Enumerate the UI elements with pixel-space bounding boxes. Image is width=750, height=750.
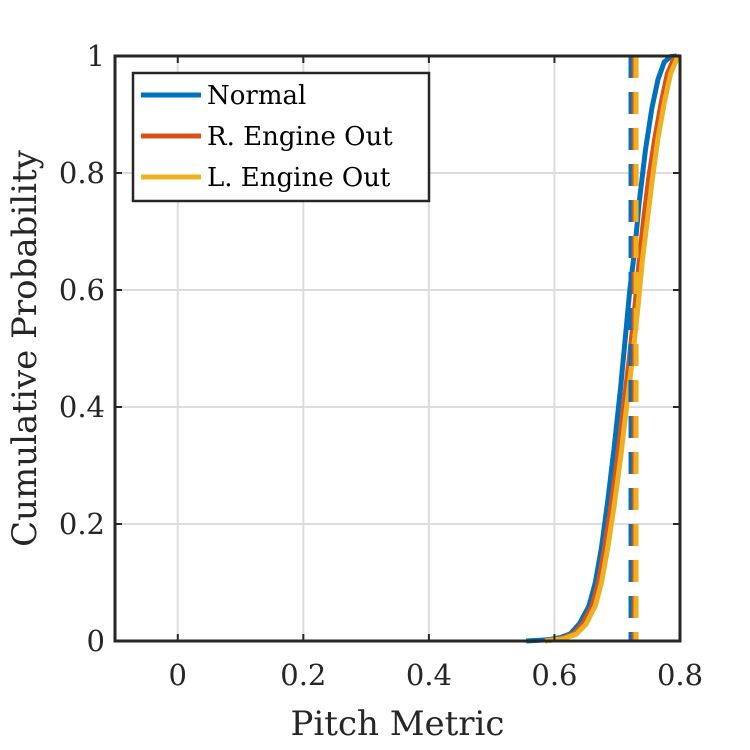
y-axis-label: Cumulative Probability [5,149,45,547]
y-tick-label: 0 [87,624,105,658]
x-tick-label: 0.8 [657,658,703,692]
legend-label: L. Engine Out [207,163,391,193]
x-tick-label: 0.2 [280,658,326,692]
median-lines [628,56,639,641]
y-tick-label: 0.2 [59,507,105,541]
x-tick-label: 0.6 [531,658,577,692]
legend: Normal R. Engine Out L. Engine Out [131,71,431,203]
tick-labels: 0 0.2 0.4 0.6 0.8 0 0.2 0.4 0.6 0.8 1 [59,39,703,692]
y-tick-label: 1 [87,39,105,73]
y-tick-label: 0.8 [59,156,105,190]
y-tick-label: 0.4 [59,390,105,424]
plot-frame [113,54,682,643]
series-line-r-engine-out [544,53,682,644]
x-tick-label: 0 [169,658,187,692]
legend-label: R. Engine Out [207,122,393,152]
x-tick-label: 0.4 [406,658,452,692]
legend-label: Normal [207,81,306,111]
x-axis-label: Pitch Metric [291,704,505,744]
y-tick-label: 0.6 [59,273,105,307]
axis-ticks [115,55,681,642]
